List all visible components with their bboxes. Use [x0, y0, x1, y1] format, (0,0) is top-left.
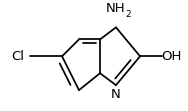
Text: NH: NH	[106, 2, 126, 15]
Text: N: N	[111, 88, 121, 101]
Text: 2: 2	[126, 10, 131, 19]
Text: OH: OH	[161, 50, 181, 63]
Text: Cl: Cl	[11, 50, 24, 63]
